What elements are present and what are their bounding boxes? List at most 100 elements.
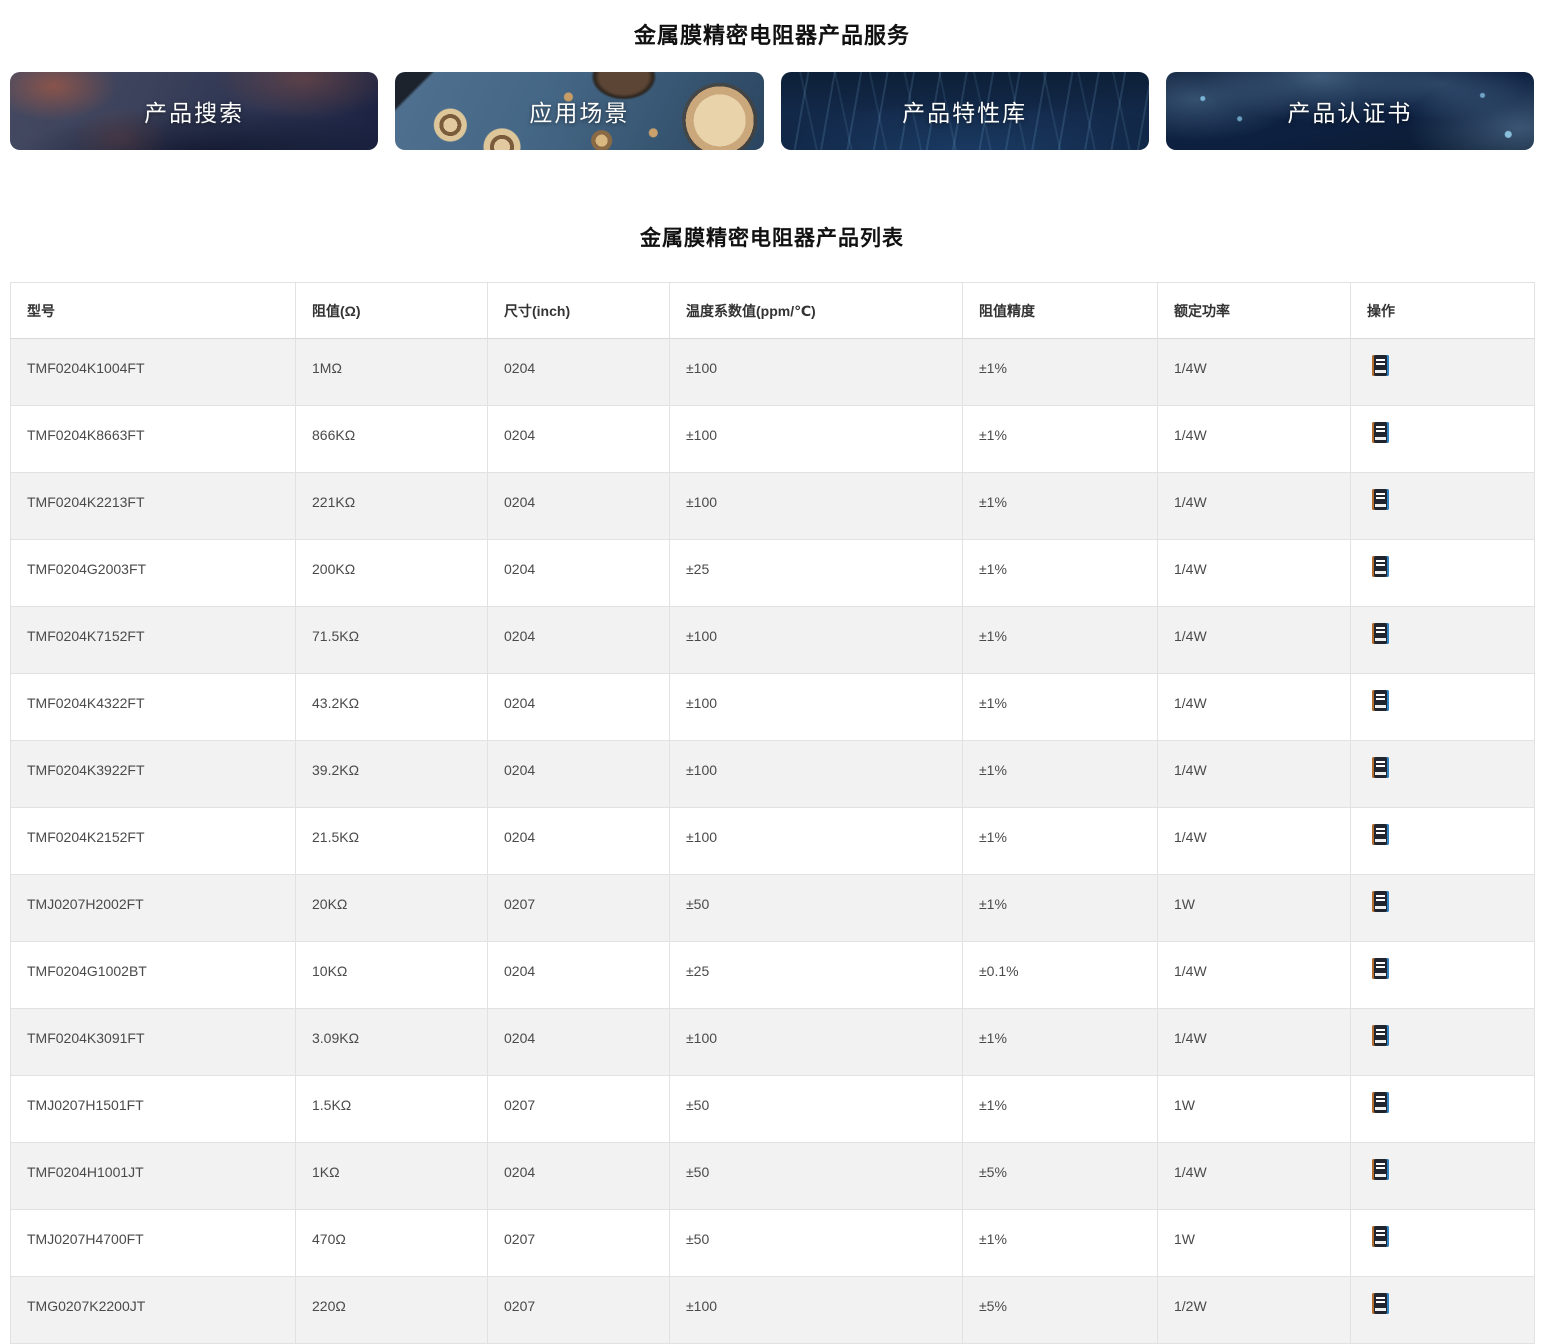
cell-operation — [1350, 1008, 1535, 1076]
cell-resistance: 21.5KΩ — [295, 807, 488, 875]
cell-model: TMF0204K3091FT — [10, 1008, 296, 1076]
table-row: TMJ0207H1501FT 1.5KΩ 0207 ±50 ±1% 1W — [10, 1075, 1535, 1143]
cell-size: 0207 — [487, 1276, 670, 1344]
header-resistance: 阻值(Ω) — [295, 282, 488, 339]
cell-rated-power: 1/4W — [1157, 1008, 1351, 1076]
table-row: TMF0204G2003FT 200KΩ 0204 ±25 ±1% 1/4W — [10, 539, 1535, 607]
detail-book-icon[interactable] — [1372, 1025, 1389, 1046]
detail-book-icon[interactable] — [1372, 355, 1389, 376]
detail-book-icon[interactable] — [1372, 1226, 1389, 1247]
cell-rated-power: 1/4W — [1157, 606, 1351, 674]
banner-characteristics-library[interactable]: 产品特性库 — [780, 72, 1149, 150]
cell-temp-coefficient: ±50 — [669, 1209, 963, 1277]
cell-precision: ±1% — [962, 807, 1158, 875]
detail-book-icon[interactable] — [1372, 690, 1389, 711]
cell-temp-coefficient: ±25 — [669, 539, 963, 607]
cell-model: TMF0204K1004FT — [10, 338, 296, 406]
detail-book-icon[interactable] — [1372, 489, 1389, 510]
banner-product-search[interactable]: 产品搜索 — [10, 72, 379, 150]
cell-model: TMF0204K2152FT — [10, 807, 296, 875]
cell-resistance: 1KΩ — [295, 1142, 488, 1210]
cell-model: TMJ0207H1501FT — [10, 1075, 296, 1143]
table-row: TMJ0207H2002FT 20KΩ 0207 ±50 ±1% 1W — [10, 874, 1535, 942]
table-row: TMF0204G1002BT 10KΩ 0204 ±25 ±0.1% 1/4W — [10, 941, 1535, 1009]
header-rated-power: 额定功率 — [1157, 282, 1351, 339]
table-row: TMG0207K2200JT 220Ω 0207 ±100 ±5% 1/2W — [10, 1276, 1535, 1344]
detail-book-icon[interactable] — [1372, 1092, 1389, 1113]
detail-book-icon[interactable] — [1372, 556, 1389, 577]
cell-resistance: 43.2KΩ — [295, 673, 488, 741]
cell-resistance: 39.2KΩ — [295, 740, 488, 808]
cell-precision: ±1% — [962, 1008, 1158, 1076]
cell-operation — [1350, 807, 1535, 875]
cell-rated-power: 1W — [1157, 1075, 1351, 1143]
detail-book-icon[interactable] — [1372, 891, 1389, 912]
cell-rated-power: 1/4W — [1157, 740, 1351, 808]
detail-book-icon[interactable] — [1372, 422, 1389, 443]
cell-operation — [1350, 539, 1535, 607]
cell-size: 0204 — [487, 338, 670, 406]
cell-temp-coefficient: ±100 — [669, 673, 963, 741]
product-table: 型号 阻值(Ω) 尺寸(inch) 温度系数值(ppm/℃) 阻值精度 额定功率… — [10, 282, 1535, 1344]
page-title: 金属膜精密电阻器产品服务 — [633, 23, 910, 48]
cell-precision: ±1% — [962, 673, 1158, 741]
cell-operation — [1350, 1142, 1535, 1210]
detail-book-icon[interactable] — [1372, 757, 1389, 778]
cell-temp-coefficient: ±100 — [669, 740, 963, 808]
cell-temp-coefficient: ±100 — [669, 472, 963, 540]
cell-size: 0204 — [487, 941, 670, 1009]
header-precision: 阻值精度 — [962, 282, 1158, 339]
cell-operation — [1350, 1209, 1535, 1277]
cell-temp-coefficient: ±50 — [669, 874, 963, 942]
cell-temp-coefficient: ±50 — [669, 1075, 963, 1143]
cell-model: TMF0204K3922FT — [10, 740, 296, 808]
cell-precision: ±1% — [962, 740, 1158, 808]
cell-precision: ±1% — [962, 1075, 1158, 1143]
table-row: TMF0204K8663FT 866KΩ 0204 ±100 ±1% 1/4W — [10, 405, 1535, 473]
header-size: 尺寸(inch) — [487, 282, 670, 339]
cell-resistance: 1.5KΩ — [295, 1075, 488, 1143]
table-row: TMF0204K1004FT 1MΩ 0204 ±100 ±1% 1/4W — [10, 338, 1535, 406]
detail-book-icon[interactable] — [1372, 623, 1389, 644]
cell-size: 0204 — [487, 807, 670, 875]
cell-rated-power: 1/4W — [1157, 1142, 1351, 1210]
cell-temp-coefficient: ±100 — [669, 405, 963, 473]
detail-book-icon[interactable] — [1372, 1159, 1389, 1180]
cell-model: TMF0204G1002BT — [10, 941, 296, 1009]
cell-size: 0204 — [487, 539, 670, 607]
banner-application-scenes[interactable]: 应用场景 — [395, 72, 764, 150]
banner-product-search-label: 产品搜索 — [144, 100, 245, 126]
cell-size: 0204 — [487, 606, 670, 674]
cell-resistance: 71.5KΩ — [295, 606, 488, 674]
cell-precision: ±1% — [962, 539, 1158, 607]
banner-certificates[interactable]: 产品认证书 — [1165, 72, 1534, 150]
table-row: TMF0204K3091FT 3.09KΩ 0204 ±100 ±1% 1/4W — [10, 1008, 1535, 1076]
cell-resistance: 1MΩ — [295, 338, 488, 406]
cell-model: TMF0204K2213FT — [10, 472, 296, 540]
table-header-row: 型号 阻值(Ω) 尺寸(inch) 温度系数值(ppm/℃) 阻值精度 额定功率… — [10, 282, 1535, 339]
cell-precision: ±1% — [962, 1209, 1158, 1277]
banner-characteristics-library-label: 产品特性库 — [902, 100, 1028, 126]
cell-rated-power: 1/4W — [1157, 405, 1351, 473]
detail-book-icon[interactable] — [1372, 958, 1389, 979]
cell-model: TMF0204K4322FT — [10, 673, 296, 741]
cell-precision: ±1% — [962, 338, 1158, 406]
detail-book-icon[interactable] — [1372, 1293, 1389, 1314]
cell-resistance: 20KΩ — [295, 874, 488, 942]
cell-operation — [1350, 405, 1535, 473]
banner-row: 产品搜索 应用场景 产品特性库 产品认证书 — [10, 72, 1534, 150]
cell-rated-power: 1/4W — [1157, 338, 1351, 406]
cell-temp-coefficient: ±100 — [669, 1276, 963, 1344]
section-title: 金属膜精密电阻器产品列表 — [640, 227, 904, 250]
cell-rated-power: 1/4W — [1157, 472, 1351, 540]
cell-operation — [1350, 338, 1535, 406]
cell-size: 0207 — [487, 1209, 670, 1277]
cell-model: TMF0204G2003FT — [10, 539, 296, 607]
cell-model: TMJ0207H4700FT — [10, 1209, 296, 1277]
cell-rated-power: 1/4W — [1157, 807, 1351, 875]
cell-size: 0204 — [487, 673, 670, 741]
cell-rated-power: 1W — [1157, 1209, 1351, 1277]
cell-temp-coefficient: ±50 — [669, 1142, 963, 1210]
cell-resistance: 866KΩ — [295, 405, 488, 473]
detail-book-icon[interactable] — [1372, 824, 1389, 845]
